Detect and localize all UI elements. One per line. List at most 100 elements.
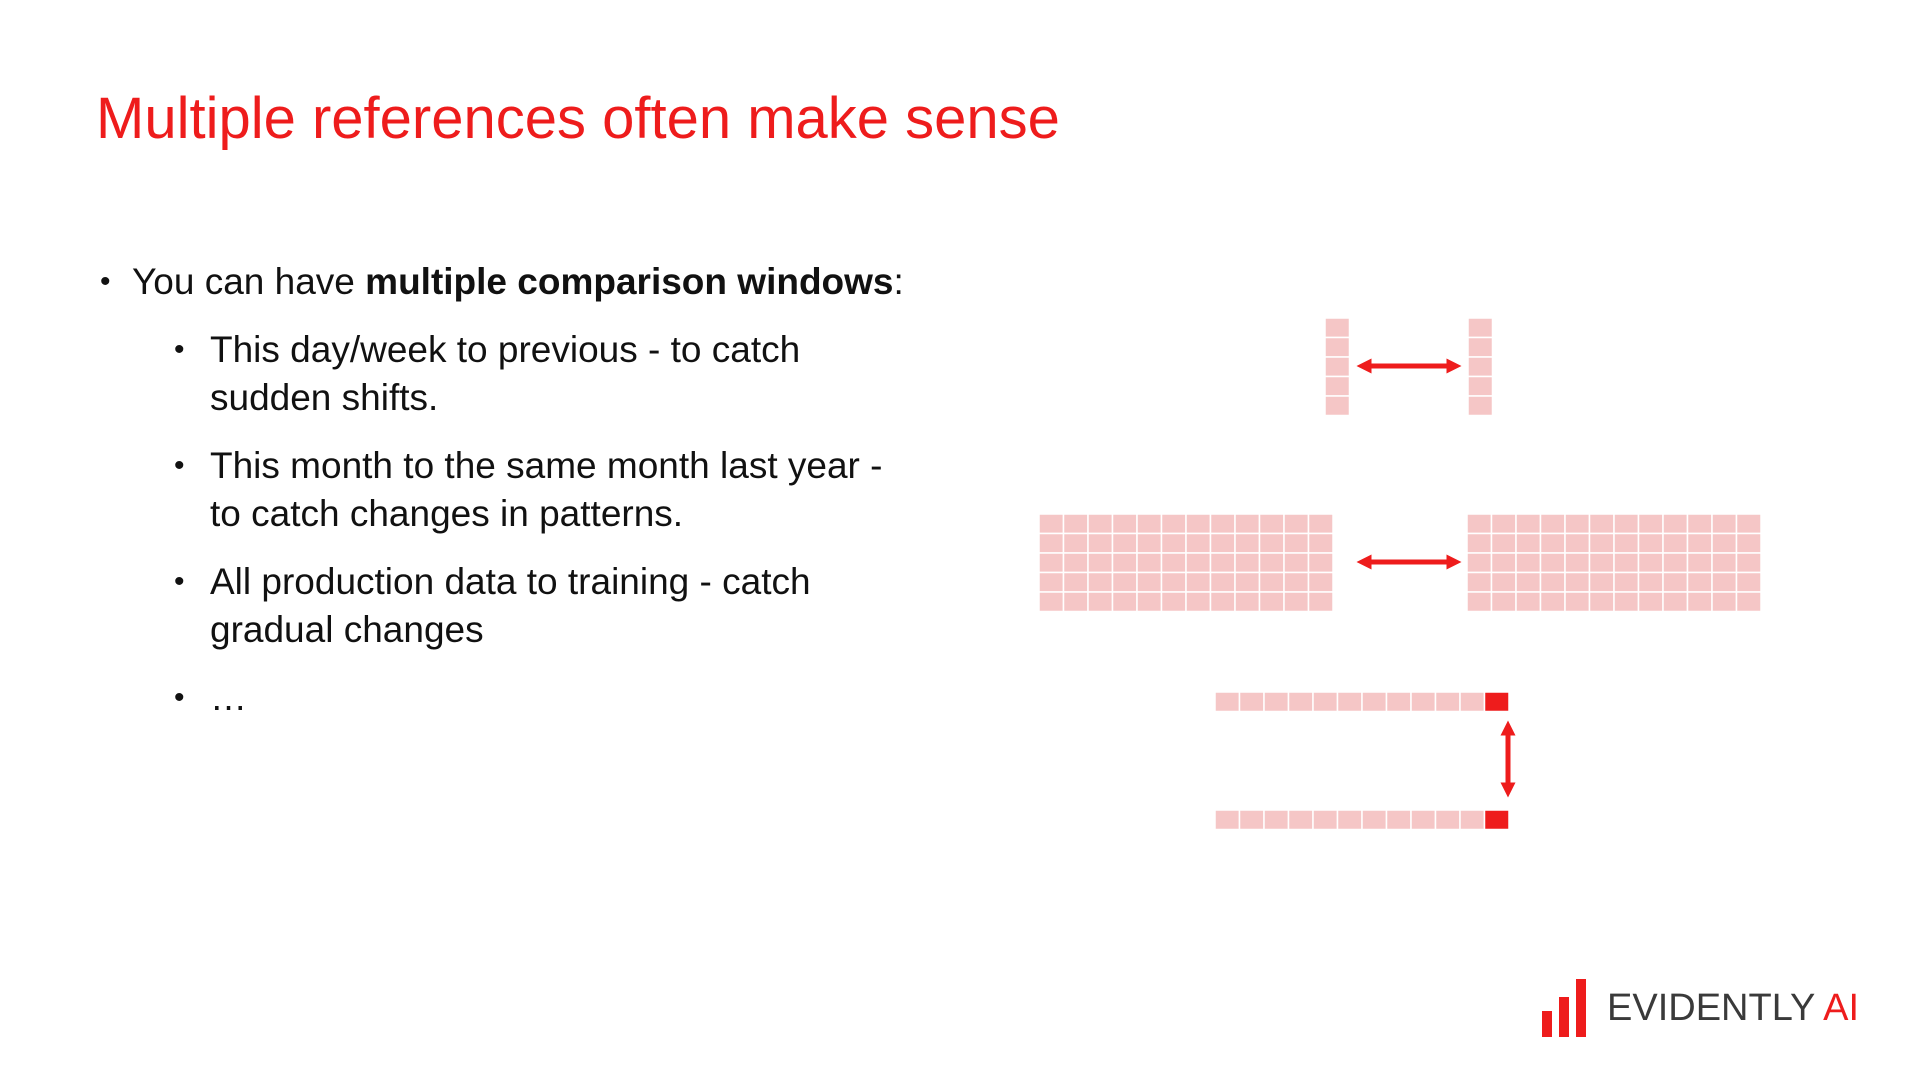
window-cell (1307, 591, 1334, 613)
window-cell (1711, 552, 1738, 574)
window-cell (1662, 532, 1689, 554)
window-cell (1336, 809, 1363, 831)
sub-bullet-text: … (210, 677, 247, 718)
window-cell (1613, 591, 1640, 613)
window-cell (1385, 691, 1412, 713)
window-cell (1467, 317, 1494, 339)
window-cell (1466, 513, 1493, 535)
window-cell (1515, 513, 1542, 535)
sub-bullet-list: • This day/week to previous - to catch s… (100, 326, 940, 722)
window-cell (1564, 513, 1591, 535)
window-cell (1312, 691, 1339, 713)
window-cell (1258, 571, 1285, 593)
window-cell (1238, 691, 1265, 713)
window-cell (1588, 552, 1615, 574)
window-cell (1160, 571, 1187, 593)
window-cell (1490, 513, 1517, 535)
window-cell (1686, 591, 1713, 613)
window-cell (1735, 532, 1762, 554)
window-cell (1111, 571, 1138, 593)
window-cell (1490, 571, 1517, 593)
window-cell (1637, 552, 1664, 574)
window-cell (1613, 571, 1640, 593)
window-cell (1686, 571, 1713, 593)
window-training-strip (1214, 691, 1510, 713)
window-cell (1087, 591, 1114, 613)
window-cell (1185, 591, 1212, 613)
window-cell (1185, 513, 1212, 535)
window-cell (1637, 571, 1664, 593)
bullet-content: • You can have multiple comparison windo… (100, 258, 940, 742)
window-cell (1735, 591, 1762, 613)
window-cell (1467, 336, 1494, 358)
window-cell (1283, 571, 1310, 593)
window-cell (1283, 552, 1310, 574)
window-cell-current (1483, 809, 1510, 831)
window-cell (1361, 691, 1388, 713)
window-cell (1324, 395, 1351, 417)
window-cell (1160, 552, 1187, 574)
window-cell (1283, 532, 1310, 554)
logo-bars-icon (1542, 979, 1593, 1037)
window-cell (1459, 809, 1486, 831)
window-cell (1263, 691, 1290, 713)
logo-text-accent: AI (1823, 986, 1860, 1029)
window-cell (1234, 571, 1261, 593)
window-cell (1038, 591, 1065, 613)
window-cell (1466, 571, 1493, 593)
window-cell (1214, 809, 1241, 831)
sub-bullet-item: • This month to the same month last year… (100, 442, 910, 538)
window-cell (1637, 532, 1664, 554)
window-cell (1234, 532, 1261, 554)
window-cell (1662, 513, 1689, 535)
window-cell (1434, 691, 1461, 713)
sub-bullet-item: • This day/week to previous - to catch s… (100, 326, 910, 422)
main-bullet-suffix: : (893, 261, 904, 302)
bullet-marker: • (174, 681, 185, 714)
logo-text: EVIDENTLY AI (1607, 987, 1859, 1030)
sub-bullet-text: All production data to training - catch … (210, 561, 811, 650)
window-cell (1490, 532, 1517, 554)
window-cell (1539, 552, 1566, 574)
window-cell (1735, 513, 1762, 535)
window-cell (1711, 571, 1738, 593)
window-cell (1324, 356, 1351, 378)
window-cell (1434, 809, 1461, 831)
slide-title: Multiple references often make sense (96, 86, 1060, 151)
window-day-current (1467, 317, 1494, 417)
window-cell (1467, 395, 1494, 417)
window-cell (1209, 552, 1236, 574)
window-cell (1324, 317, 1351, 339)
window-cell (1062, 552, 1089, 574)
window-cell (1539, 591, 1566, 613)
window-cell (1111, 552, 1138, 574)
window-cell (1160, 591, 1187, 613)
window-cell (1038, 571, 1065, 593)
window-cell (1087, 552, 1114, 574)
window-cell (1258, 552, 1285, 574)
main-bullet-prefix: You can have (132, 261, 366, 302)
window-cell (1466, 591, 1493, 613)
window-cell (1613, 532, 1640, 554)
window-cell (1588, 591, 1615, 613)
window-cell (1490, 552, 1517, 574)
window-cell (1307, 552, 1334, 574)
window-cell (1459, 691, 1486, 713)
window-day-previous (1324, 317, 1351, 417)
window-cell (1307, 571, 1334, 593)
window-cell (1087, 513, 1114, 535)
sub-bullet-text: This month to the same month last year -… (210, 445, 883, 534)
bullet-marker: • (174, 333, 185, 366)
window-cell (1283, 513, 1310, 535)
window-cell (1490, 591, 1517, 613)
window-cell (1258, 532, 1285, 554)
window-cell (1662, 591, 1689, 613)
evidently-logo: EVIDENTLY AI (1542, 978, 1859, 1038)
sub-bullet-item: • All production data to training - catc… (100, 558, 910, 654)
window-cell (1385, 809, 1412, 831)
window-cell (1466, 532, 1493, 554)
window-cell (1307, 513, 1334, 535)
window-cell (1136, 513, 1163, 535)
window-cell (1539, 571, 1566, 593)
window-cell (1136, 571, 1163, 593)
